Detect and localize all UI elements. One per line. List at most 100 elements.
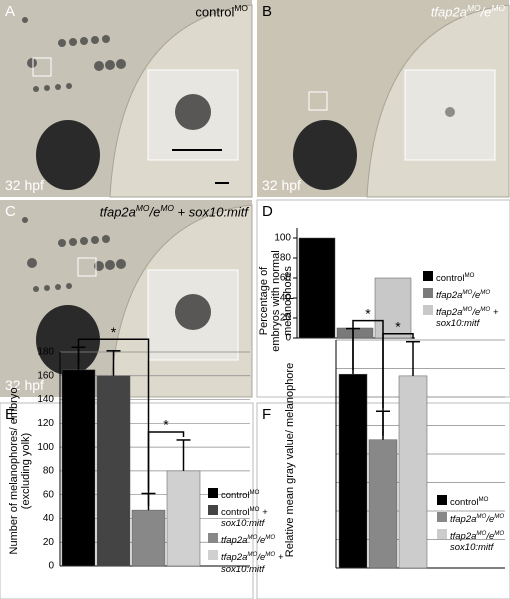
melanophore (66, 83, 72, 89)
legend-entry: tfap2aMO/eMO + sox10:mitf (208, 549, 306, 575)
label-text: control (221, 507, 250, 519)
inset-cell (175, 94, 211, 130)
label-sup: MO (466, 3, 481, 13)
label-text: /e (486, 531, 495, 543)
panel-letter: F (262, 406, 272, 423)
label-sup: MO (494, 513, 505, 521)
legend-label: tfap2aMO/eMO sox10:mitf (450, 528, 509, 553)
inset-source-box (32, 57, 52, 77)
melanophore (80, 237, 88, 245)
melanophore (105, 60, 115, 70)
label-text: tfap2a (221, 552, 248, 564)
panel-label: tfap2aMO/eMO (431, 3, 505, 19)
panel-letter: C (5, 203, 16, 220)
y-tick-label: 0 (285, 333, 291, 344)
melanophore (80, 37, 88, 45)
legend-entry: tfap2aMO/eMO sox10:mitf (437, 528, 509, 553)
label-sup: MO (491, 3, 505, 13)
bar (338, 373, 368, 569)
legend-entry: tfap2aMO/eMO + sox10:mitf (423, 304, 509, 329)
label-text: control (450, 497, 479, 509)
melanophore (94, 61, 104, 71)
legend-entry: tfap2aMO/eMO (208, 532, 306, 546)
label-text: /e (486, 514, 495, 526)
y-tick-label: 20 (280, 313, 292, 324)
label-text: tfap2a (430, 4, 467, 20)
label-sup: MO (462, 306, 473, 314)
y-axis-label: Percentage of embryos with normal melano… (258, 250, 294, 352)
bar (298, 237, 336, 339)
y-tick-label: 0 (48, 561, 54, 572)
panel-label: controlMO (195, 3, 248, 19)
y-tick-label: 40 (280, 293, 292, 304)
legend-label: controlMO (436, 270, 474, 284)
legend: controlMO tfap2aMO/eMO tfap2aMO/eMO sox10:… (437, 494, 509, 556)
bar (336, 327, 374, 339)
label-sup: MO (247, 551, 258, 559)
melanophore (91, 236, 99, 244)
inset-source-box (308, 91, 328, 111)
label-text: tfap2a (221, 535, 248, 547)
eye (36, 120, 100, 190)
legend-label: tfap2aMO/eMO + sox10:mitf (221, 549, 306, 574)
inset-cell (175, 294, 211, 330)
melanophore (55, 84, 61, 90)
y-tick-label: 100 (37, 442, 54, 453)
significance-label: * (163, 417, 169, 433)
inset-cell (445, 107, 455, 117)
y-tick-label: 60 (280, 273, 292, 284)
legend-label: controlMO (221, 487, 259, 501)
label-sup: MO (476, 513, 487, 521)
legend-label: controlMO + sox10:mitf (221, 504, 306, 529)
inset (147, 69, 239, 161)
label-text: tfap2a (436, 290, 463, 302)
melanophore (69, 38, 77, 46)
label-sup: MO (476, 530, 487, 538)
label-text: /e (257, 535, 266, 547)
label-text: + sox10:mitf (436, 307, 499, 330)
y-tick-label: 80 (43, 466, 55, 477)
melanophore (27, 258, 37, 268)
melanophore (102, 35, 110, 43)
time-label: 32 hpf (5, 377, 44, 393)
label-sup: MO (494, 530, 505, 538)
bar (96, 375, 131, 567)
y-tick-label: 120 (37, 418, 54, 429)
bar (368, 439, 398, 569)
label-sup: MO (160, 203, 174, 213)
melanophore (91, 36, 99, 44)
bar (166, 470, 201, 567)
label-text: + sox10:mitf (221, 507, 268, 530)
label-sup: MO (135, 203, 150, 213)
eye (36, 305, 100, 375)
melanophore (22, 17, 28, 23)
legend-swatch (423, 305, 433, 316)
legend-entry: tfap2aMO/eMO (437, 511, 509, 525)
melanophore (44, 85, 50, 91)
label-text: /e (480, 4, 492, 20)
legend-swatch (437, 495, 447, 505)
significance-label: * (111, 324, 117, 340)
panel-letter: B (262, 3, 273, 20)
panel-letter: A (5, 3, 16, 20)
melanophore (58, 239, 66, 247)
significance-label: * (365, 305, 371, 321)
label-sup: MO (478, 496, 489, 503)
melanophore (27, 58, 37, 68)
legend-swatch (208, 550, 218, 561)
label-text: + sox10:mitf (173, 204, 248, 220)
legend-swatch (423, 271, 433, 281)
label-sup: MO (265, 534, 276, 542)
label-sup: MO (462, 289, 473, 297)
legend-entry: controlMO + sox10:mitf (208, 504, 306, 529)
y-tick-label: 100 (274, 233, 291, 244)
legend-swatch (208, 488, 218, 498)
panel-letter: E (5, 406, 16, 423)
panel-letter: D (262, 203, 273, 220)
label-text: tfap2a (450, 514, 477, 526)
time-label: 32 hpf (5, 177, 44, 193)
label-text: + sox10:mitf (221, 552, 284, 575)
melanophore (55, 284, 61, 290)
bar (398, 375, 428, 569)
